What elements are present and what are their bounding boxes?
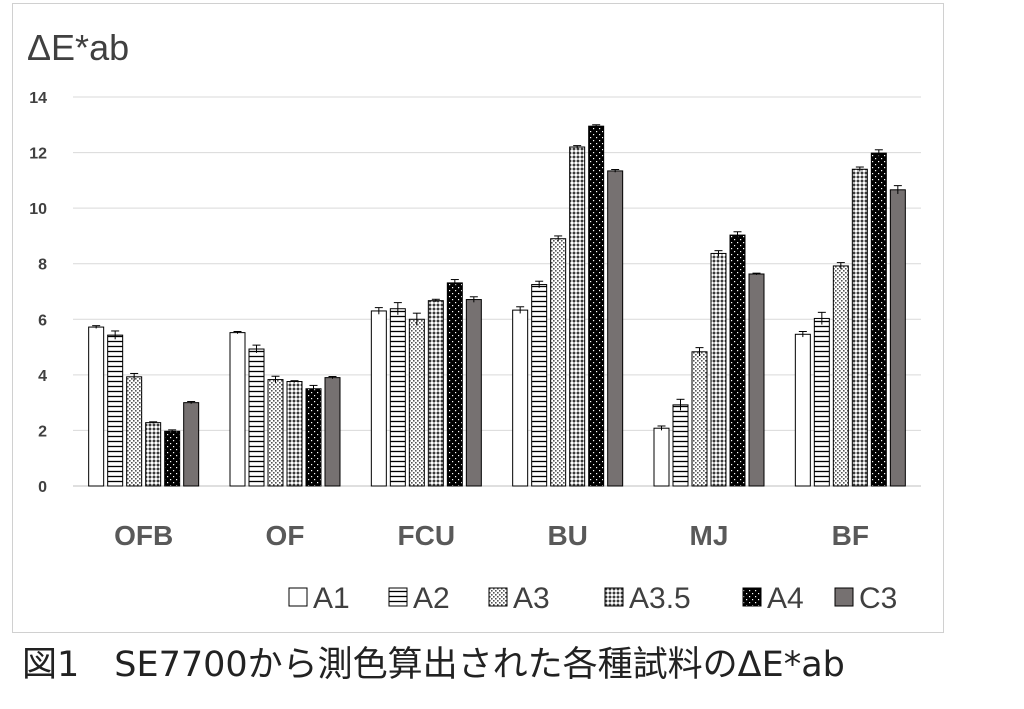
bar-of-a1 [229,332,246,487]
bar-mj-a2 [672,404,689,487]
figure-caption: 図1 SE7700から測色算出された各種試料のΔE*ab [22,645,845,685]
legend-swatch-a3 [488,587,508,607]
bar-bf-a1 [794,333,811,487]
bar-ofb-a4 [164,430,181,487]
legend-label-a2: A2 [413,582,450,615]
bar-ofb-a2 [107,334,124,487]
bar-mj-c3 [748,273,765,487]
bar-bu-c3 [607,170,624,487]
bar-fcu-a2 [389,308,406,487]
bar-mj-a3 [691,351,708,487]
category-label-of: OF [266,520,305,551]
bar-of-a4 [305,388,322,487]
bar-fcu-a1 [370,310,387,487]
bar-fcu-c3 [465,299,482,487]
category-label-fcu: FCU [398,520,456,551]
category-label-bu: BU [547,520,587,551]
bar-bf-c3 [889,189,906,487]
bar-chart: 0 2 4 6 8 10 12 14 OFB OF FCU BU MJ BF A1 A2 A3 A3.5 A4 C… [27,27,921,615]
bar-bf-a3 [832,265,849,487]
bar-bf-a2 [813,317,830,487]
gridlines [73,96,921,487]
category-label-mj: MJ [690,520,729,551]
legend: A1 A2 A3 A3.5 A4 C3 [288,582,897,615]
chart-frame: 0 2 4 6 8 10 12 14 OFB OF FCU BU MJ BF A1 A2 A3 A3.5 A4 C… [12,3,944,633]
legend-label-c3: C3 [859,582,897,615]
y-tick-label: 6 [38,312,47,329]
bar-mj-a1 [653,427,670,487]
legend-label-a3-5: A3.5 [629,582,691,615]
bar-bu-a2 [531,284,548,487]
bar-of-a2 [248,348,265,487]
legend-swatch-a4 [742,587,762,607]
y-tick-label: 12 [29,146,47,163]
bar-ofb-c3 [183,402,200,487]
y-tick-label: 14 [29,90,47,107]
bar-ofb-a3 [126,376,143,487]
bar-mj-a4 [729,234,746,487]
legend-swatch-a2 [388,587,408,607]
bar-mj-a3-5 [710,252,727,487]
bar-fcu-a3-5 [427,300,444,487]
legend-swatch-c3 [834,587,854,607]
bar-fcu-a3 [408,318,425,487]
bar-bf-a4 [870,152,887,487]
y-tick-label: 0 [38,479,47,496]
y-tick-label: 10 [29,201,47,218]
legend-swatch-a1 [288,587,308,607]
bar-bu-a3-5 [569,146,586,487]
y-tick-label: 8 [38,257,47,274]
bar-bu-a4 [588,125,605,487]
bar-bu-a3 [550,238,567,487]
category-label-ofb: OFB [114,520,173,551]
bar-ofb-a3-5 [145,422,162,487]
legend-label-a1: A1 [313,582,350,615]
legend-label-a4: A4 [767,582,804,615]
category-label-bf: BF [832,520,869,551]
x-axis-categories: OFB OF FCU BU MJ BF [114,520,869,551]
bar-bf-a3-5 [851,168,868,487]
legend-label-a3: A3 [513,582,550,615]
bar-of-a3-5 [286,381,303,487]
bar-fcu-a4 [446,282,463,487]
bar-of-c3 [324,377,341,487]
y-axis-label: ΔE*ab [27,27,129,68]
bar-ofb-a1 [88,326,105,487]
legend-swatch-a3-5 [604,587,624,607]
bar-of-a3 [267,379,284,487]
bars [88,124,906,487]
bar-bu-a1 [512,309,529,487]
y-tick-label: 4 [38,368,47,385]
y-tick-label: 2 [38,423,47,440]
y-axis-ticks: 0 2 4 6 8 10 12 14 [29,90,47,496]
